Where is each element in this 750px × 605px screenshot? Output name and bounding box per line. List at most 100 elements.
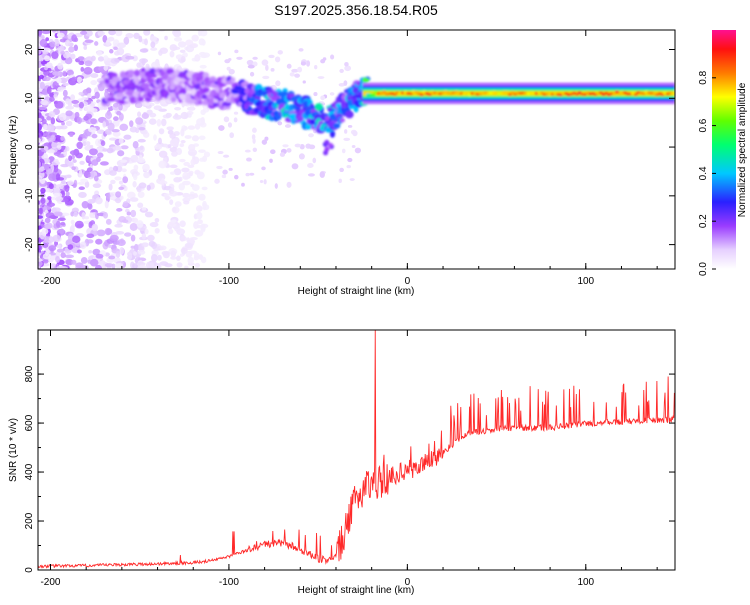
spectrogram-cell [55, 255, 61, 263]
spectrogram-cell [108, 255, 116, 260]
spectrogram-cell [55, 220, 61, 228]
spectrogram-cell [265, 64, 269, 71]
spectrogram-cell [221, 174, 227, 179]
spectrogram-cell [190, 103, 195, 108]
snr-frame [37, 329, 676, 571]
spectrogram-cell [45, 250, 49, 257]
spectrogram-cell [79, 241, 87, 249]
spectrogram-cell [67, 244, 74, 250]
spectrogram-cell [53, 192, 60, 197]
spectrogram-cell [300, 61, 307, 66]
spectrogram-cell [291, 163, 299, 170]
spectrogram-cell [297, 66, 303, 73]
spectrogram-cell [323, 150, 329, 156]
spectrogram-cell [57, 86, 67, 90]
spectrogram-cell [71, 99, 79, 105]
spectrogram-cell [77, 136, 83, 142]
spectrogram-cell [56, 45, 65, 52]
colorbar-tick-label: 0.6 [698, 118, 709, 132]
spectrogram-cell [65, 259, 74, 266]
spectrogram-x-axis: -200 -100 0 100 [40, 30, 658, 287]
spectrogram-cell [338, 82, 346, 87]
spectrogram-cell [52, 81, 59, 89]
spectrogram-cell [269, 158, 273, 163]
spectrogram-cell [161, 178, 165, 186]
spectrogram-cell [170, 171, 176, 175]
spectrogram-cell [80, 66, 85, 72]
spectrogram-cell [102, 34, 108, 43]
spectrogram-cell [338, 178, 342, 183]
spectrogram-cell [51, 207, 61, 212]
spectrogram-cell [214, 178, 220, 184]
spectrogram-cell [157, 254, 162, 261]
spectrogram-cell [275, 80, 281, 87]
spectrogram-cell [121, 168, 127, 173]
spectrogram-cell [91, 159, 99, 166]
spectrogram-cell [140, 129, 148, 135]
spectrogram-cell [216, 165, 223, 170]
spectrogram-cell [329, 130, 336, 138]
spectrogram-cell [103, 65, 109, 71]
spectrogram-cell [105, 39, 111, 46]
spectrogram-cell [180, 235, 187, 242]
snr-x-tick-label: -100 [219, 577, 239, 588]
spectrogram-cell [244, 149, 251, 153]
spectrogram-cell [46, 149, 56, 154]
spectrogram-cell [45, 212, 55, 219]
spectrogram-cell [195, 205, 203, 212]
spectrogram-frame [37, 29, 676, 270]
spectrogram-cell [88, 148, 98, 156]
spectrogram-cell [146, 184, 151, 191]
spectrogram-cell [187, 256, 194, 265]
spectrogram-cell [100, 140, 106, 147]
spectrogram-cell [43, 55, 51, 62]
spectrogram-cell [86, 167, 93, 173]
spectrogram-cell [137, 202, 144, 209]
spectrogram-cell [46, 202, 56, 207]
spectrogram-cell [198, 193, 206, 201]
spectrogram-cell [87, 202, 93, 210]
spectrogram-cell [80, 30, 88, 35]
snr-x-label: Height of straight line (km) [298, 585, 415, 596]
spectrogram-cell [43, 145, 49, 151]
spectrogram-cell [341, 148, 346, 154]
spectrogram-cell [108, 30, 116, 36]
spectrogram-cell [139, 48, 149, 53]
spectrogram-cell [70, 211, 75, 217]
spectrogram-cell [38, 261, 43, 267]
spectrogram-cell [354, 147, 362, 154]
spectrogram-cell [109, 170, 117, 176]
spectrogram-cell [105, 111, 113, 120]
spectrogram-cell [39, 39, 48, 47]
spectrogram-cell [54, 100, 64, 109]
spectrogram-cell [137, 111, 142, 118]
spectrogram-cell [241, 182, 245, 187]
spectrogram-cell [145, 261, 152, 269]
spectrogram-cell [164, 195, 170, 201]
colorbar-tick-label: 0.0 [698, 262, 709, 276]
spectrogram-cell [49, 132, 57, 137]
spectrogram-cell [505, 90, 510, 94]
spectrogram-cell [63, 51, 71, 59]
spectrogram-cell [371, 93, 376, 97]
spectrogram-cell [154, 144, 163, 150]
snr-panel: -200 -100 0 100 0 200 400 600 800 Height of str… [8, 329, 676, 596]
snr-x-tick-label: 100 [577, 577, 594, 588]
spectrogram-cell [51, 51, 59, 59]
spectrogram-cell [77, 181, 85, 185]
spectrogram-cell [118, 103, 123, 111]
spectrogram-cell [64, 184, 70, 193]
spectrogram-cell [52, 234, 61, 242]
spectrogram-cell [164, 35, 168, 41]
spectrogram-cell [116, 239, 126, 246]
spectrogram-cell [116, 207, 123, 212]
spectrogram-cell [176, 262, 183, 268]
spectrogram-cell [65, 120, 73, 127]
spectrogram-cell [159, 47, 168, 54]
spectrogram-cell [117, 150, 125, 157]
spectrogram-cell [306, 60, 311, 67]
spectrogram-cell [233, 111, 239, 115]
spectrogram-cell [510, 90, 515, 94]
spectrogram-cell [94, 264, 102, 269]
